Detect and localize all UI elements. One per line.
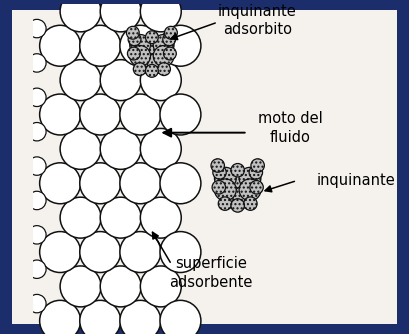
- Circle shape: [146, 64, 158, 77]
- Circle shape: [231, 164, 245, 177]
- Circle shape: [40, 163, 81, 204]
- Circle shape: [140, 60, 181, 101]
- Circle shape: [147, 52, 168, 73]
- Circle shape: [128, 33, 141, 46]
- Circle shape: [28, 260, 46, 279]
- Circle shape: [160, 163, 201, 204]
- Circle shape: [140, 0, 181, 32]
- Text: superficie
adsorbente: superficie adsorbente: [170, 256, 253, 290]
- Circle shape: [100, 60, 141, 101]
- Circle shape: [100, 197, 141, 238]
- Circle shape: [233, 186, 255, 208]
- Circle shape: [212, 181, 225, 194]
- Circle shape: [153, 45, 174, 66]
- Circle shape: [60, 129, 101, 169]
- Circle shape: [80, 300, 121, 334]
- Circle shape: [157, 63, 171, 75]
- Circle shape: [142, 41, 162, 62]
- Text: moto del
fluido: moto del fluido: [258, 111, 323, 145]
- Circle shape: [60, 197, 101, 238]
- Circle shape: [163, 33, 175, 46]
- Circle shape: [244, 197, 257, 210]
- Circle shape: [133, 63, 146, 75]
- Circle shape: [40, 300, 81, 334]
- Circle shape: [100, 0, 141, 32]
- Circle shape: [126, 26, 139, 39]
- Circle shape: [28, 294, 46, 313]
- Circle shape: [40, 231, 81, 273]
- Circle shape: [140, 197, 181, 238]
- Circle shape: [60, 0, 101, 32]
- Circle shape: [28, 88, 46, 107]
- Circle shape: [120, 231, 161, 273]
- Circle shape: [28, 226, 46, 244]
- Circle shape: [160, 231, 201, 273]
- Circle shape: [130, 45, 151, 66]
- Circle shape: [153, 34, 174, 55]
- Circle shape: [28, 19, 46, 38]
- Text: inquinante
adsorbito: inquinante adsorbito: [218, 4, 297, 37]
- Circle shape: [128, 47, 140, 60]
- Circle shape: [146, 31, 158, 44]
- Circle shape: [249, 166, 263, 179]
- Circle shape: [214, 167, 236, 189]
- Text: inquinante: inquinante: [317, 173, 396, 188]
- Circle shape: [227, 175, 249, 196]
- Circle shape: [251, 159, 264, 172]
- Circle shape: [164, 26, 178, 39]
- Circle shape: [28, 54, 46, 72]
- Circle shape: [218, 197, 231, 210]
- Circle shape: [100, 266, 141, 307]
- Circle shape: [213, 166, 226, 179]
- Circle shape: [250, 181, 263, 194]
- Circle shape: [120, 300, 161, 334]
- Circle shape: [28, 157, 46, 175]
- Circle shape: [28, 191, 46, 210]
- Circle shape: [140, 129, 181, 169]
- Circle shape: [80, 163, 121, 204]
- Circle shape: [60, 60, 101, 101]
- Circle shape: [160, 94, 201, 135]
- Circle shape: [135, 52, 156, 73]
- Circle shape: [60, 266, 101, 307]
- Circle shape: [239, 167, 261, 189]
- Circle shape: [231, 199, 245, 212]
- Circle shape: [80, 231, 121, 273]
- Circle shape: [160, 25, 201, 66]
- Circle shape: [214, 179, 236, 201]
- Circle shape: [120, 25, 161, 66]
- Circle shape: [211, 159, 225, 172]
- Circle shape: [164, 47, 176, 60]
- Circle shape: [220, 186, 243, 208]
- Circle shape: [120, 94, 161, 135]
- Circle shape: [100, 129, 141, 169]
- Circle shape: [40, 25, 81, 66]
- Circle shape: [80, 94, 121, 135]
- Circle shape: [120, 163, 161, 204]
- Circle shape: [140, 266, 181, 307]
- Circle shape: [28, 123, 46, 141]
- Circle shape: [160, 300, 201, 334]
- Circle shape: [40, 94, 81, 135]
- Circle shape: [80, 25, 121, 66]
- Circle shape: [239, 179, 261, 201]
- Circle shape: [130, 34, 151, 55]
